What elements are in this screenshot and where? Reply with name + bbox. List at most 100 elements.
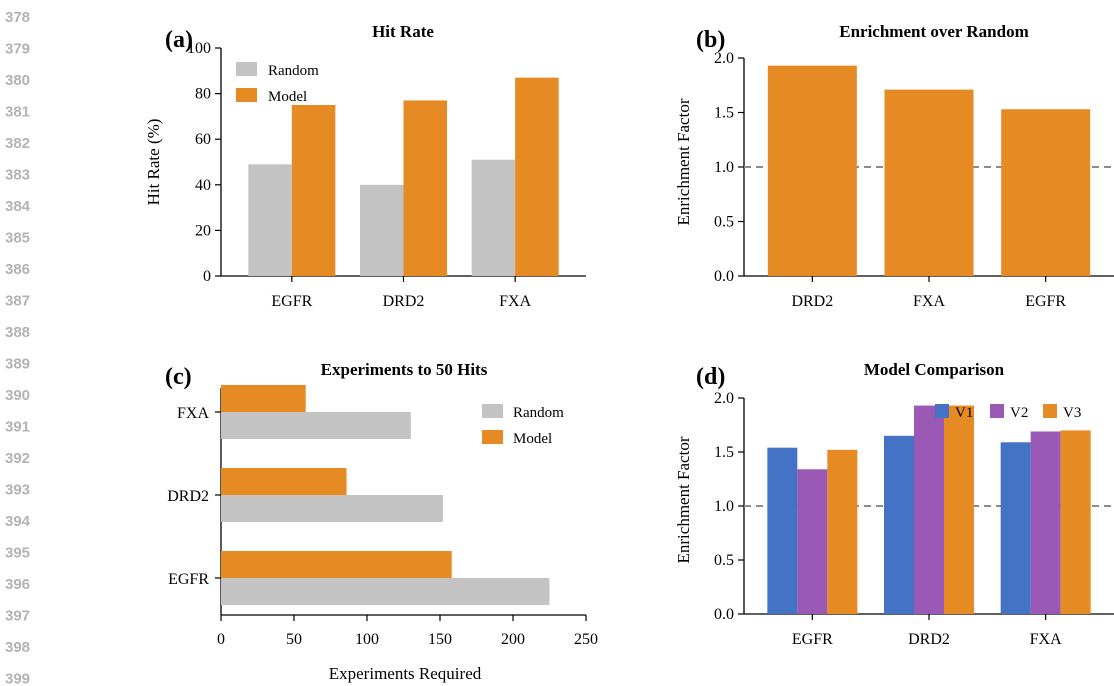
bar-a-drd2-random (360, 184, 404, 276)
line-number: 381 (5, 104, 30, 121)
bar-a-fxa-random (471, 159, 516, 276)
y-tick-label: 40 (195, 177, 211, 194)
legend-swatch-model (236, 88, 257, 102)
x-tick-label: EGFR (1025, 293, 1066, 310)
legend-label-model: Model (268, 89, 307, 105)
line-number: 394 (5, 513, 31, 530)
bar-d-drd2-v1 (884, 435, 914, 614)
y-tick-label: 1.0 (714, 159, 734, 176)
line-number: 399 (5, 671, 30, 686)
legend-swatch-v1 (935, 404, 949, 418)
legend-label-random: Random (268, 63, 319, 79)
panel-c-title: Experiments to 50 Hits (321, 360, 488, 379)
panel-c-xlabel: Experiments Required (329, 664, 482, 683)
line-number: 392 (5, 450, 30, 467)
legend-label-model: Model (513, 431, 552, 447)
line-number: 390 (5, 387, 30, 404)
line-number-column: 378 379 380 381 382 383 384 385 386 387 388 389 390 3… (5, 9, 31, 686)
bar-b-fxa-value (884, 89, 974, 276)
x-tick-label: FXA (499, 293, 531, 310)
line-number: 396 (5, 576, 30, 593)
y-tick-label: FXA (177, 405, 209, 422)
bar-c-egfr-random (221, 578, 550, 605)
bar-d-fxa-v1 (1000, 442, 1031, 614)
x-tick-label: EGFR (271, 293, 312, 310)
y-tick-label: 100 (187, 40, 211, 57)
y-tick-label: 1.5 (714, 105, 734, 122)
bar-d-fxa-v3 (1060, 430, 1091, 614)
x-tick-label: DRD2 (791, 293, 833, 310)
panel-a-hit-rate: (a) Hit Rate Hit Rate (%) 0 20 40 60 80 100 EG… (144, 22, 586, 310)
panel-b-enrichment: (b) Enrichment over Random Enrichment Fa… (674, 22, 1114, 310)
y-tick-label: 2.0 (714, 50, 734, 67)
legend-swatch-random (482, 404, 503, 418)
x-tick-label: DRD2 (383, 293, 425, 310)
panel-c-tag: (c) (165, 364, 192, 390)
line-number: 383 (5, 167, 30, 184)
x-tick-label: 250 (574, 631, 598, 648)
panel-b-plot-area: 0.0 0.5 1.0 1.5 2.0 DRD2 FXA EGFR (714, 50, 1114, 310)
line-number: 398 (5, 639, 30, 656)
y-tick-label: 0.0 (714, 268, 734, 285)
line-number: 397 (5, 608, 30, 625)
line-number: 389 (5, 356, 30, 373)
x-tick-label: EGFR (792, 631, 833, 648)
bar-c-egfr-model (221, 551, 452, 578)
y-tick-label: 1.0 (714, 498, 734, 515)
legend-swatch-v2 (990, 404, 1004, 418)
legend-swatch-v3 (1043, 404, 1057, 418)
bar-d-fxa-v2 (1030, 431, 1061, 614)
bar-a-egfr-model (291, 105, 336, 276)
legend-label-v1: V1 (955, 405, 973, 421)
panel-c-plot-area: 0 50 100 150 200 250 EGFR DRD2 FXA Random Model (167, 385, 598, 648)
x-tick-label: FXA (1030, 631, 1062, 648)
y-tick-label: DRD2 (167, 488, 209, 505)
bar-c-drd2-model (221, 468, 347, 495)
x-tick-label: 200 (501, 631, 525, 648)
x-tick-label: 0 (217, 631, 225, 648)
line-number: 380 (5, 72, 30, 89)
line-number: 388 (5, 324, 30, 341)
legend-swatch-random (236, 62, 257, 76)
y-tick-label: 80 (195, 86, 211, 103)
line-number: 382 (5, 135, 30, 152)
panel-d-ylabel: Enrichment Factor (674, 436, 693, 563)
panel-c-experiments: (c) Experiments to 50 Hits Experiments R… (165, 360, 598, 683)
y-tick-label: 0.5 (714, 552, 734, 569)
line-number: 384 (5, 198, 31, 215)
bar-b-egfr-value (1001, 109, 1091, 276)
y-tick-label: 0.0 (714, 606, 734, 623)
panel-a-tag: (a) (165, 27, 193, 53)
panel-a-plot-area: 0 20 40 60 80 100 EGFR DRD2 FXA Random Model (187, 40, 586, 310)
bar-d-egfr-v3 (827, 449, 858, 614)
line-number: 386 (5, 261, 30, 278)
panel-b-title: Enrichment over Random (839, 22, 1029, 41)
bar-d-drd2-v3 (944, 405, 974, 614)
x-tick-label: 100 (355, 631, 379, 648)
bar-a-drd2-model (403, 100, 447, 276)
x-tick-label: FXA (913, 293, 945, 310)
panel-d-plot-area: 0.0 0.5 1.0 1.5 2.0 EGFR DRD2 FXA V1 V2 V3 (714, 390, 1114, 648)
bar-a-fxa-model (515, 77, 559, 276)
panel-d-tag: (d) (696, 364, 725, 390)
legend-swatch-model (482, 430, 503, 444)
panel-d-model-comparison: (d) Model Comparison Enrichment Factor 0… (674, 360, 1114, 648)
bar-c-fxa-model (221, 385, 306, 412)
bar-d-egfr-v2 (797, 469, 828, 614)
bar-c-fxa-random (221, 412, 411, 439)
panel-d-title: Model Comparison (864, 360, 1005, 379)
x-tick-label: DRD2 (908, 631, 950, 648)
bar-c-drd2-random (221, 495, 443, 522)
y-tick-label: 0 (203, 268, 211, 285)
y-tick-label: 1.5 (714, 444, 734, 461)
legend-label-random: Random (513, 405, 564, 421)
bar-a-egfr-random (248, 164, 292, 276)
panel-b-tag: (b) (696, 27, 725, 53)
x-tick-label: 50 (286, 631, 302, 648)
line-number: 393 (5, 482, 30, 499)
y-tick-label: EGFR (168, 571, 209, 588)
line-number: 379 (5, 41, 30, 58)
bar-d-drd2-v2 (914, 405, 944, 614)
bar-b-drd2-value (767, 65, 857, 276)
